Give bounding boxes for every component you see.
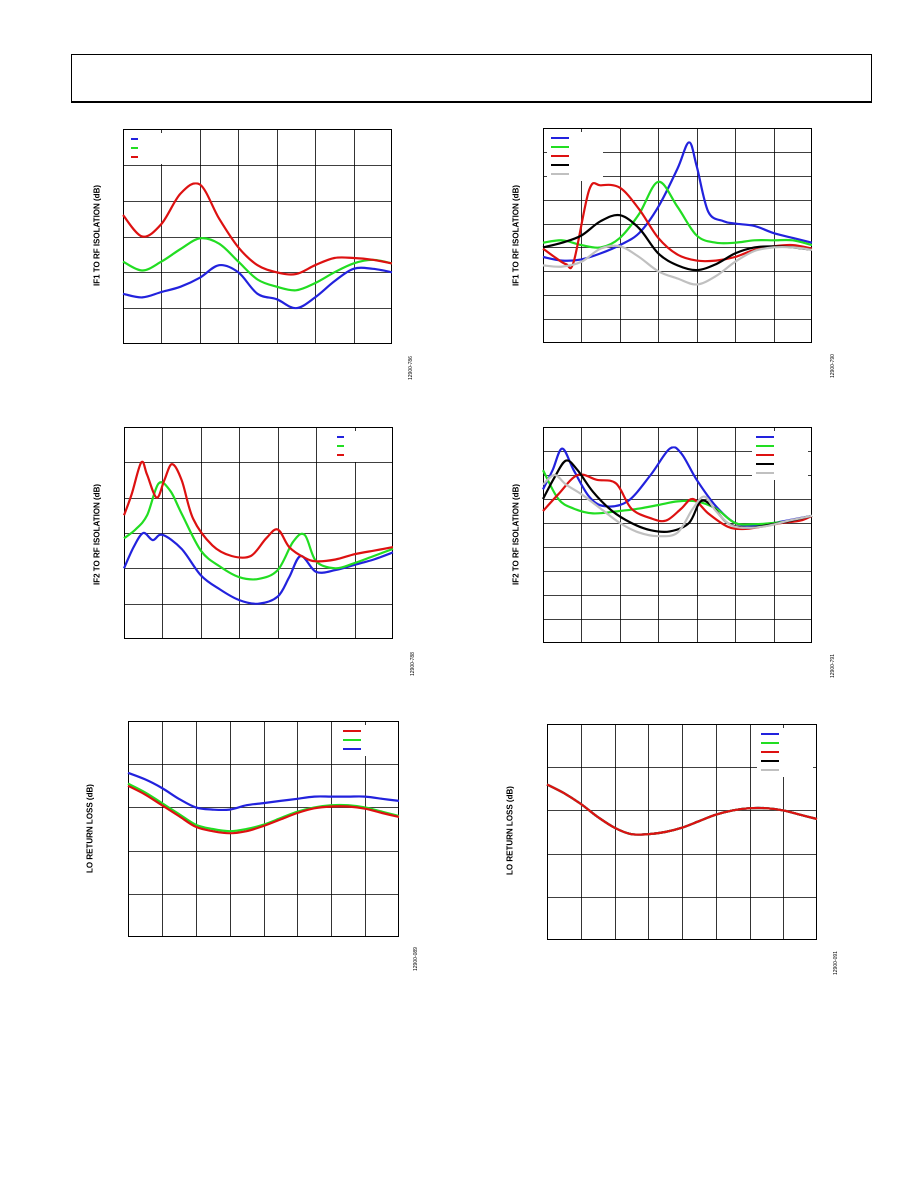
series-line-red <box>547 785 817 835</box>
series-line-green <box>124 482 393 579</box>
chart-if1-isolation-1 <box>123 129 392 344</box>
chart-lo-return-loss-1 <box>128 721 399 937</box>
series-group <box>124 462 393 604</box>
series-line-red <box>123 183 392 274</box>
series-line-gray <box>543 475 812 536</box>
series-line-green <box>543 470 812 524</box>
figure-code: 12900-791 <box>830 654 836 678</box>
y-axis-label: IF2 TO RF ISOLATION (dB) <box>511 483 521 586</box>
plot-frame <box>128 721 399 937</box>
series-line-green <box>128 784 399 832</box>
legend <box>757 728 813 777</box>
plot-frame <box>123 129 392 344</box>
series-line-green <box>123 238 392 290</box>
series-line-red <box>543 183 812 268</box>
chart-if2-isolation-2 <box>543 427 812 643</box>
chart-lo-return-loss-2 <box>547 724 817 940</box>
plot-frame <box>547 724 817 940</box>
chart-svg <box>128 721 399 937</box>
series-line-blue <box>543 142 812 260</box>
figure-code: 12900-091 <box>833 951 839 975</box>
series-group <box>123 183 392 308</box>
series-line-blue <box>128 773 399 810</box>
chart-if1-isolation-2 <box>543 128 812 343</box>
figure-code: 12900-790 <box>830 354 836 378</box>
legend <box>333 431 389 462</box>
series-line-blue <box>123 265 392 308</box>
y-axis-label: IF2 TO RF ISOLATION (dB) <box>92 483 102 586</box>
y-axis-label: LO RETURN LOSS (dB) <box>505 786 515 875</box>
plot-frame <box>124 427 393 639</box>
legend <box>127 133 183 164</box>
y-axis-label: IF1 TO RF ISOLATION (dB) <box>511 184 521 287</box>
series-line-black <box>543 215 812 270</box>
y-axis-label: IF1 TO RF ISOLATION (dB) <box>92 184 102 287</box>
series-line-gray <box>543 246 812 285</box>
series-line-red <box>128 786 399 834</box>
figure-code: 12900-089 <box>413 947 419 971</box>
series-line-red <box>124 462 393 562</box>
page-header-box <box>71 54 872 103</box>
series-group <box>547 785 817 835</box>
series-group <box>543 142 812 284</box>
plot-frame <box>543 128 812 343</box>
plot-frame <box>543 427 812 643</box>
chart-svg <box>124 427 393 639</box>
y-axis-label: LO RETURN LOSS (dB) <box>85 784 95 873</box>
series-group <box>543 447 812 536</box>
legend <box>547 132 603 181</box>
chart-svg <box>123 129 392 344</box>
legend <box>752 431 808 480</box>
series-line-blue <box>124 533 393 604</box>
chart-if2-isolation-1 <box>124 427 393 639</box>
figure-code: 12900-786 <box>408 356 414 380</box>
chart-svg <box>547 724 817 940</box>
legend <box>339 725 395 756</box>
series-line-green <box>543 182 812 248</box>
chart-svg <box>543 427 812 643</box>
figure-code: 12900-788 <box>410 652 416 676</box>
chart-svg <box>543 128 812 343</box>
series-group <box>128 773 399 834</box>
